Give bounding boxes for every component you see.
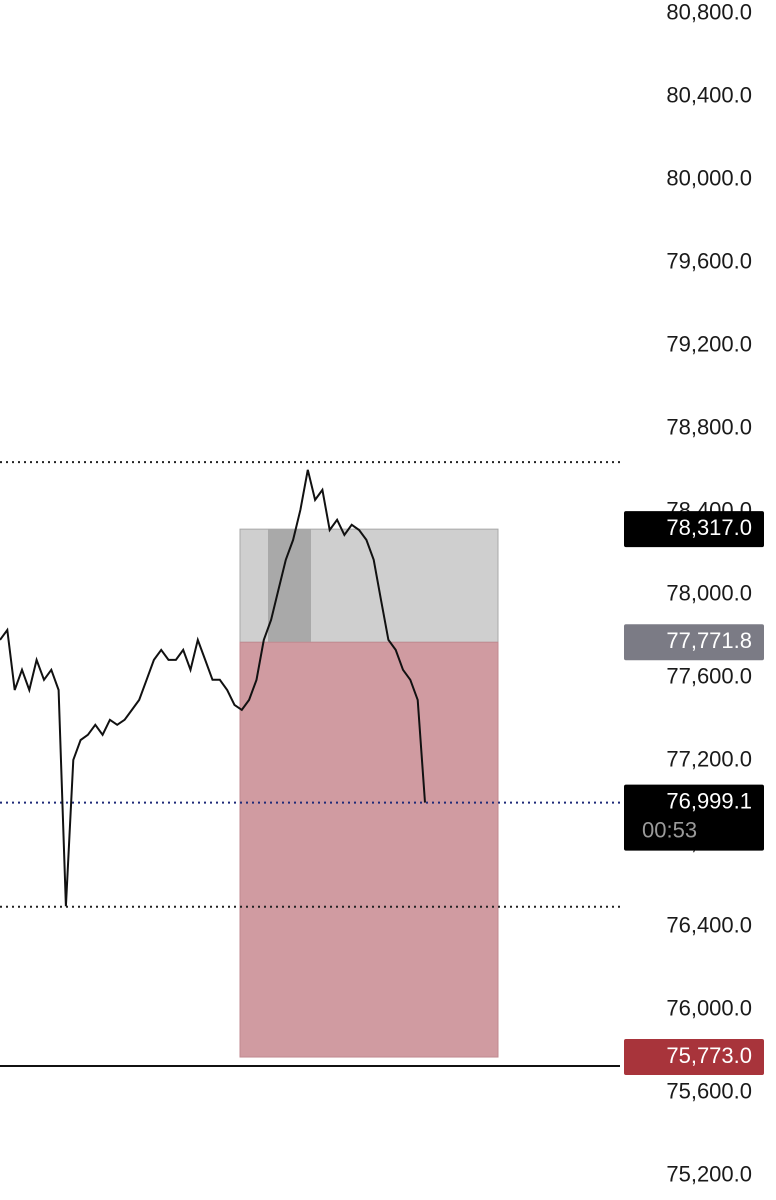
- time-range-shade: [268, 529, 311, 643]
- y-tick-label: 75,600.0: [666, 1079, 752, 1104]
- y-tick-label: 78,800.0: [666, 415, 752, 440]
- y-tick-label: 80,800.0: [666, 0, 752, 25]
- price-label-box: [624, 624, 764, 661]
- y-tick-label: 80,400.0: [666, 83, 752, 108]
- price-label-box: [624, 1039, 764, 1076]
- loss-zone: [239, 641, 499, 1058]
- y-tick-label: 77,600.0: [666, 664, 752, 689]
- price-label-box: [624, 784, 764, 851]
- y-tick-label: 79,200.0: [666, 332, 752, 357]
- y-tick-label: 75,200.0: [666, 1162, 752, 1187]
- y-tick-label: 77,200.0: [666, 747, 752, 772]
- countdown: 00:53: [642, 817, 697, 842]
- y-tick-label: 76,000.0: [666, 996, 752, 1021]
- price-label: 77,771.8: [666, 628, 752, 653]
- price-label: 78,317.0: [666, 515, 752, 540]
- y-tick-label: 78,000.0: [666, 581, 752, 606]
- price-label-box: [624, 511, 764, 548]
- y-tick-label: 79,600.0: [666, 249, 752, 274]
- price-label: 76,999.1: [666, 788, 752, 813]
- y-tick-label: 76,400.0: [666, 913, 752, 938]
- price-label: 75,773.0: [666, 1043, 752, 1068]
- y-tick-label: 80,000.0: [666, 166, 752, 191]
- price-line: [0, 469, 426, 907]
